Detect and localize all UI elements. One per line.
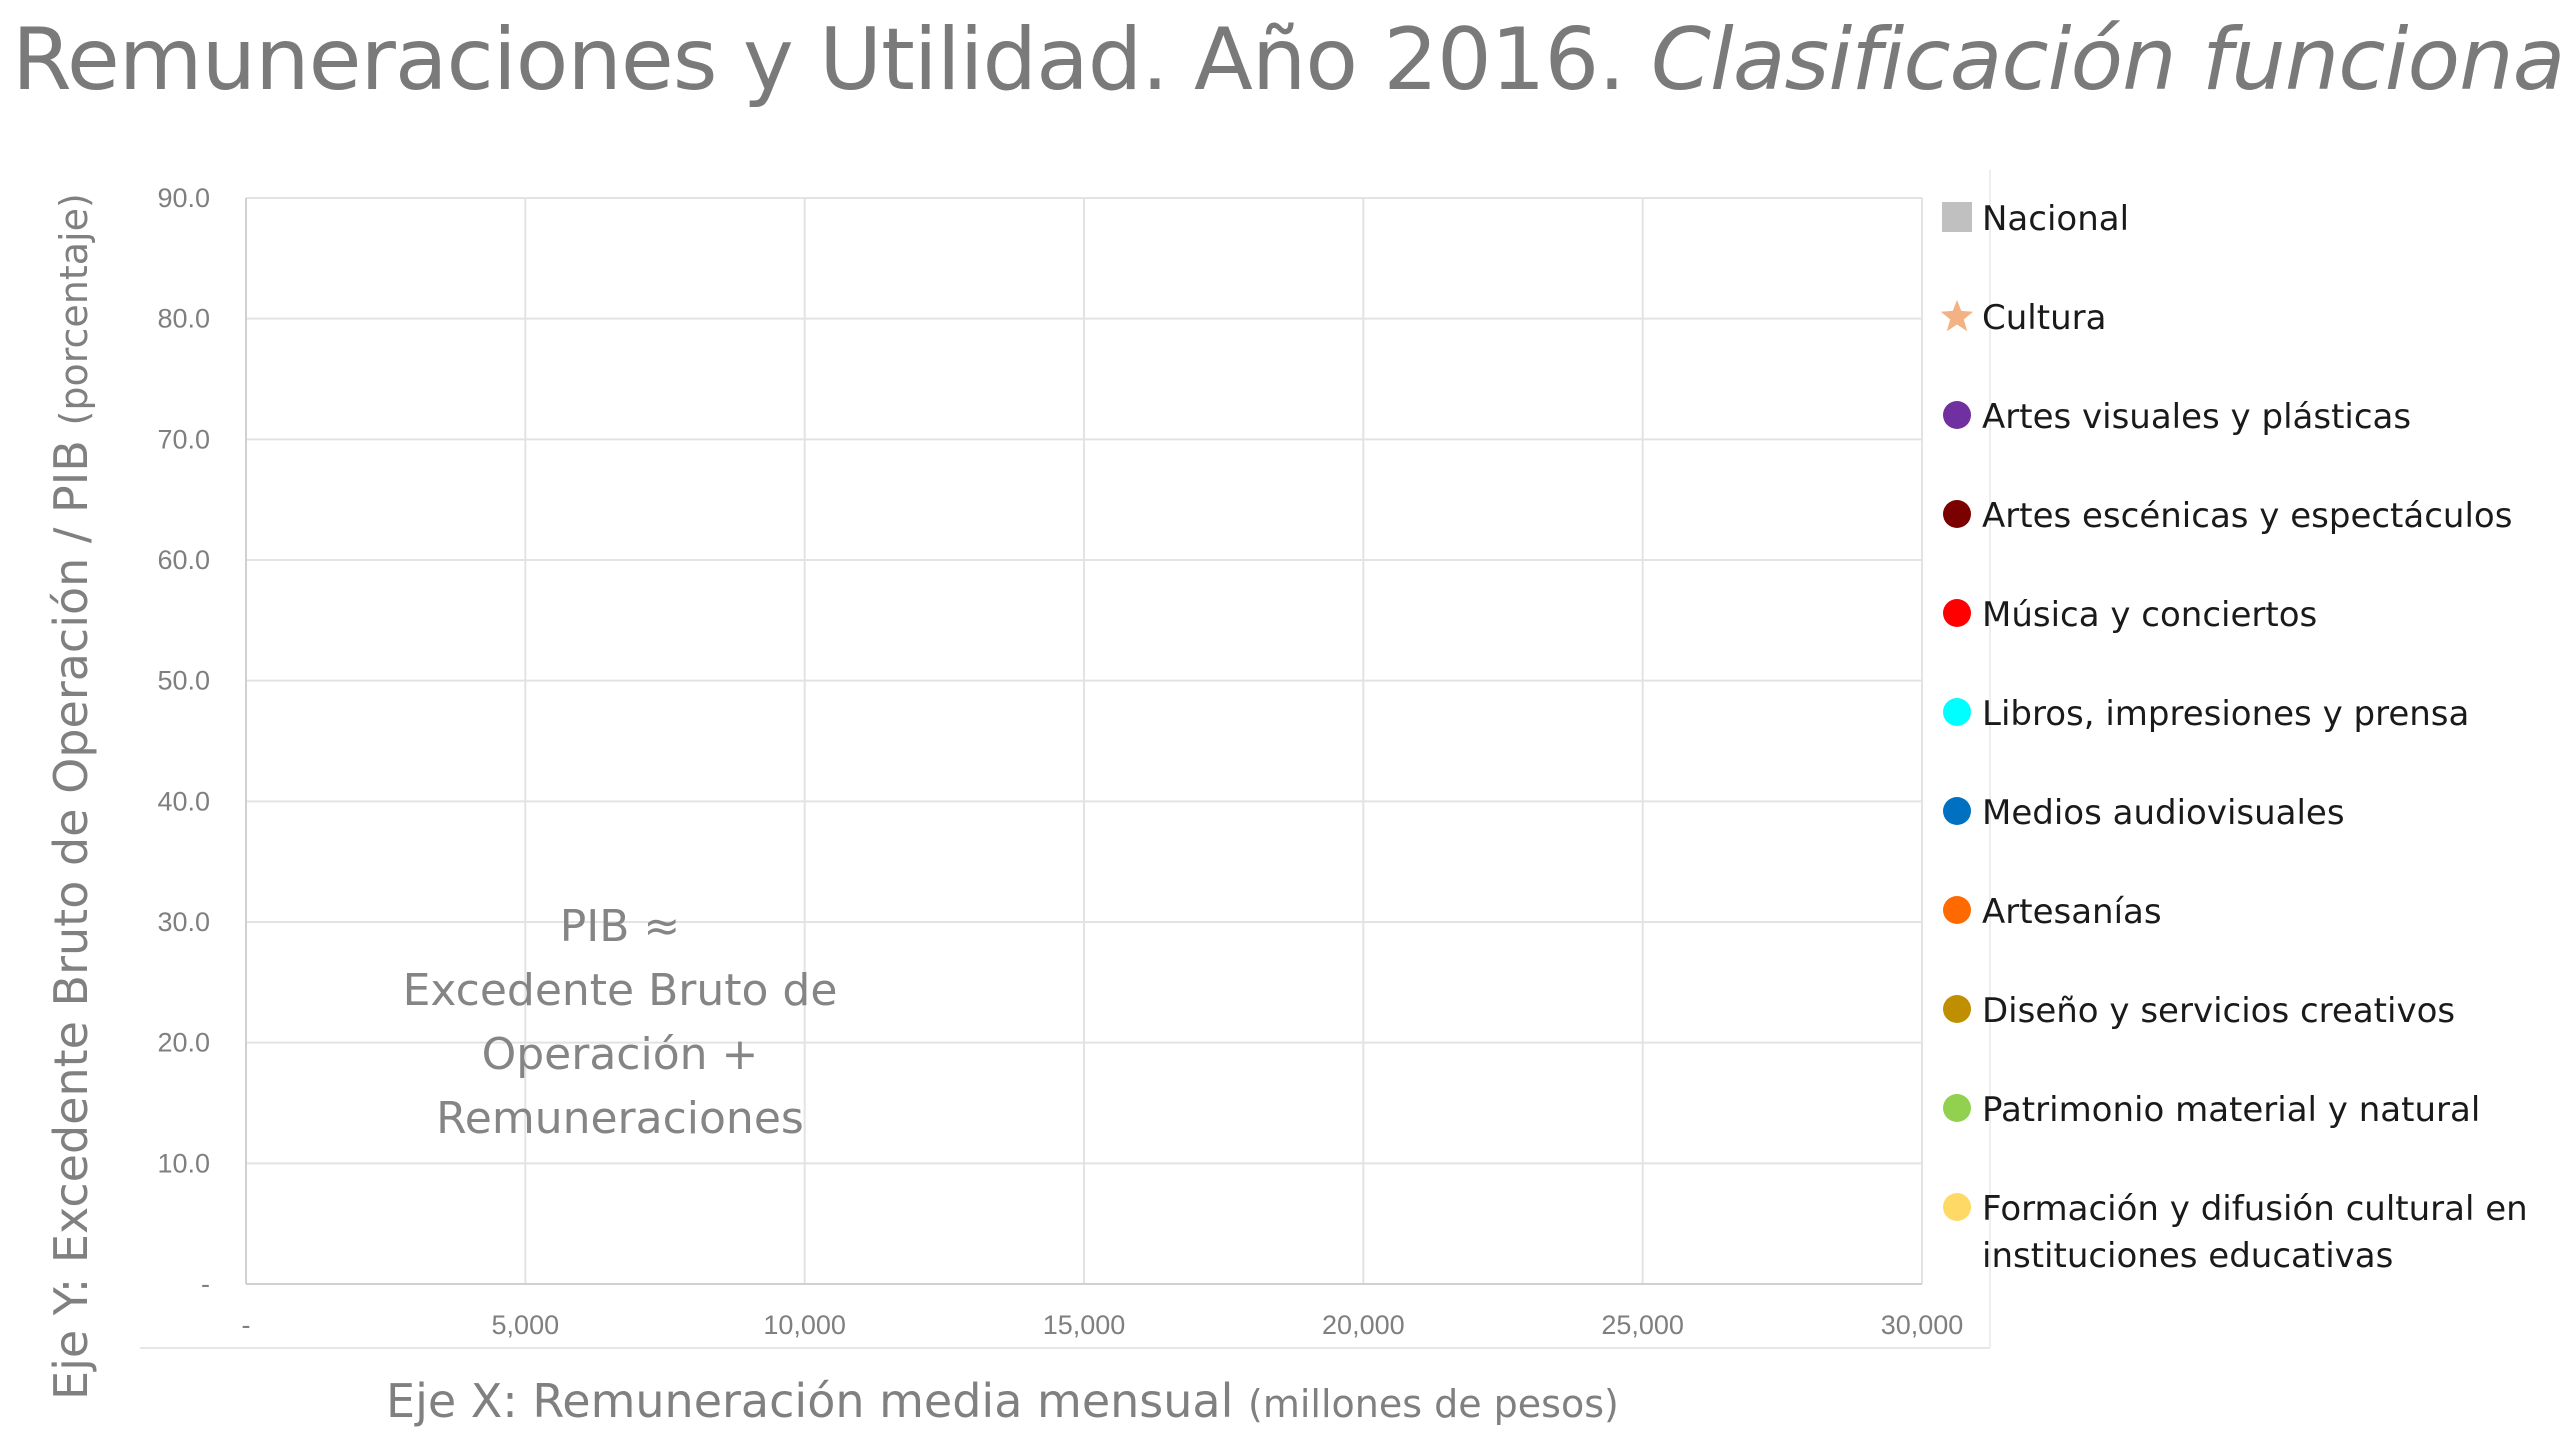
x-axis-label-unit: (millones de pesos) (1248, 1382, 1619, 1426)
annotation-line: PIB ≈ (559, 901, 681, 952)
title-main: Remuneraciones y Utilidad. Año 2016. (12, 10, 1626, 110)
y-tick-label: 10.0 (157, 1148, 210, 1178)
circle-marker-icon (1940, 1091, 1974, 1125)
legend-item: Nacional (1940, 196, 2542, 243)
circle-marker-icon (1940, 794, 1974, 828)
chart-grid (246, 197, 1923, 1284)
gdp-annotation: PIB ≈ Excedente Bruto de Operación + Rem… (400, 895, 840, 1151)
legend-item: Música y conciertos (1940, 592, 2542, 639)
legend-item: Libros, impresiones y prensa (1940, 691, 2542, 738)
y-tick-labels: - 10.0 20.0 30.0 40.0 50.0 60.0 70.0 80.0 90.0 (157, 183, 210, 1299)
legend-item: Artesanías (1940, 889, 2542, 936)
circle-marker-icon (1940, 695, 1974, 729)
y-tick-label: 30.0 (157, 907, 210, 937)
legend-label: Cultura (1982, 298, 2107, 338)
title-italic: Clasificación funcional (1650, 10, 2560, 110)
y-tick-label: - (201, 1269, 210, 1299)
x-tick-label: 10,000 (763, 1310, 846, 1340)
legend-label: Artes escénicas y espectáculos (1982, 496, 2513, 536)
y-tick-label: 60.0 (157, 545, 210, 575)
x-tick-label: 25,000 (1601, 1310, 1684, 1340)
y-tick-label: 70.0 (157, 424, 210, 454)
annotation-line: Excedente Bruto de (402, 965, 838, 1016)
circle-marker-icon (1940, 596, 1974, 630)
legend-label: Artesanías (1982, 892, 2162, 932)
legend-item: Medios audiovisuales (1940, 790, 2542, 837)
x-tick-label: 20,000 (1322, 1310, 1405, 1340)
legend-label: Medios audiovisuales (1982, 793, 2345, 833)
y-tick-label: 40.0 (157, 786, 210, 816)
x-tick-label: 15,000 (1043, 1310, 1126, 1340)
legend-label: Artes visuales y plásticas (1982, 397, 2412, 437)
legend-item: Formación y difusión cultural en institu… (1940, 1186, 2542, 1280)
x-axis-label: Eje X: Remuneración media mensual (millo… (386, 1374, 1619, 1428)
legend-item: Cultura (1940, 295, 2542, 342)
x-axis-label-text: Eje X: Remuneración media mensual (386, 1374, 1234, 1428)
x-tick-label: - (242, 1310, 251, 1340)
slide-title: Remuneraciones y Utilidad. Año 2016. Cla… (12, 10, 2560, 110)
legend-item: Patrimonio material y natural (1940, 1087, 2542, 1134)
legend-item: Artes escénicas y espectáculos (1940, 493, 2542, 540)
star-marker-icon (1940, 299, 1974, 333)
legend-label: Formación y difusión cultural en institu… (1982, 1189, 2528, 1276)
circle-marker-icon (1940, 398, 1974, 432)
circle-marker-icon (1940, 497, 1974, 531)
legend-label: Patrimonio material y natural (1982, 1090, 2481, 1130)
legend-label: Música y conciertos (1982, 595, 2318, 635)
circle-marker-icon (1940, 992, 1974, 1026)
legend-item: Diseño y servicios creativos (1940, 988, 2542, 1035)
chart-axes (140, 170, 1991, 1349)
legend-label: Diseño y servicios creativos (1982, 991, 2456, 1031)
x-tick-label: 5,000 (492, 1310, 560, 1340)
y-tick-label: 80.0 (157, 304, 210, 334)
legend-label: Nacional (1982, 199, 2130, 239)
y-tick-label: 20.0 (157, 1028, 210, 1058)
x-tick-label: 30,000 (1881, 1310, 1964, 1340)
legend-item: Artes visuales y plásticas (1940, 394, 2542, 441)
square-marker-icon (1940, 200, 1974, 234)
circle-marker-icon (1940, 1190, 1974, 1224)
annotation-line: Remuneraciones (436, 1093, 804, 1144)
circle-marker-icon (1940, 893, 1974, 927)
x-tick-labels: - 5,000 10,000 15,000 20,000 25,000 30,000 (242, 1310, 1964, 1340)
y-tick-label: 50.0 (157, 666, 210, 696)
legend-label: Libros, impresiones y prensa (1982, 694, 2470, 734)
annotation-line: Operación + (481, 1029, 759, 1080)
y-tick-label: 90.0 (157, 183, 210, 213)
